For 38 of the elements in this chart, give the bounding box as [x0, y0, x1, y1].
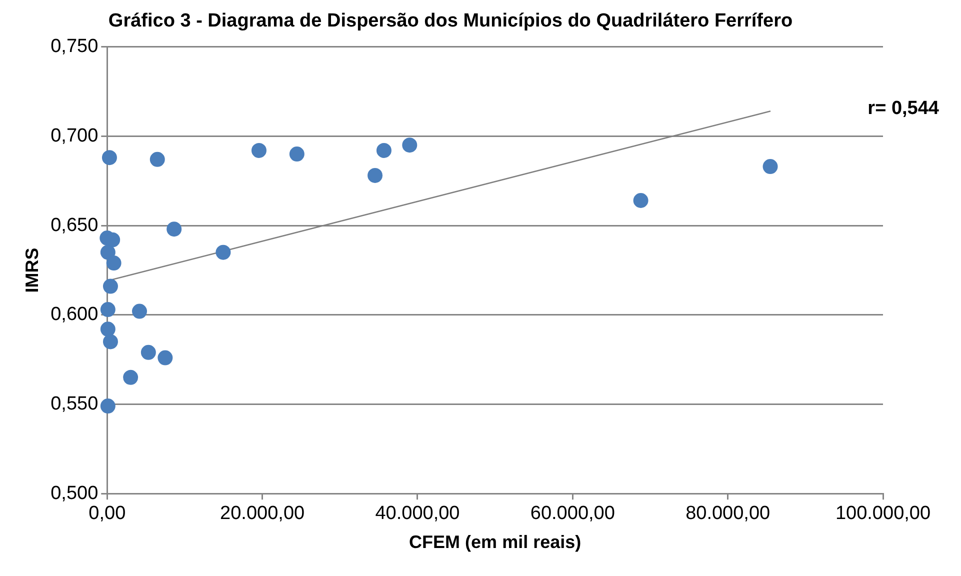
- point: [102, 150, 117, 166]
- y-tick-label: 0,550: [50, 393, 98, 414]
- point: [633, 193, 648, 208]
- point: [216, 244, 231, 260]
- point: [132, 304, 147, 319]
- y-axis-title: IMRS: [22, 248, 42, 293]
- point: [102, 278, 118, 294]
- x-tick-label: 80.000,00: [686, 503, 770, 524]
- point: [100, 302, 116, 318]
- y-tick-label: 0,600: [50, 304, 98, 326]
- point: [166, 222, 182, 237]
- y-tick-label: 0,500: [50, 482, 98, 504]
- point: [150, 152, 165, 167]
- x-axis-title: CFEM (em mil reais): [409, 532, 582, 552]
- point: [762, 159, 778, 174]
- annotation: r= 0,544: [868, 98, 940, 120]
- point: [100, 398, 116, 414]
- x-tick-label: 100.000,00: [835, 503, 931, 524]
- point: [289, 146, 304, 162]
- x-tick-label: 60.000,00: [530, 503, 615, 524]
- point: [106, 256, 122, 271]
- point: [102, 334, 118, 350]
- y-tick-label: 0,700: [50, 125, 98, 146]
- x-tick-label: 20.000,00: [220, 503, 305, 524]
- chart-title: Gráfico 3 - Diagrama de Dispersão dos Municípios do Quadrilátero Ferrífero: [108, 10, 793, 32]
- x-tick-label: 0,00: [88, 503, 126, 524]
- point: [402, 138, 418, 153]
- y-tick-label: 0,750: [50, 36, 98, 58]
- point: [140, 344, 156, 360]
- point: [376, 142, 392, 158]
- point: [123, 370, 138, 385]
- x-tick-label: 40.000,00: [375, 503, 460, 524]
- point: [158, 350, 173, 366]
- point: [251, 142, 266, 158]
- y-tick-label: 0,650: [50, 214, 98, 236]
- point: [100, 322, 116, 337]
- point: [100, 244, 116, 260]
- point: [368, 168, 383, 183]
